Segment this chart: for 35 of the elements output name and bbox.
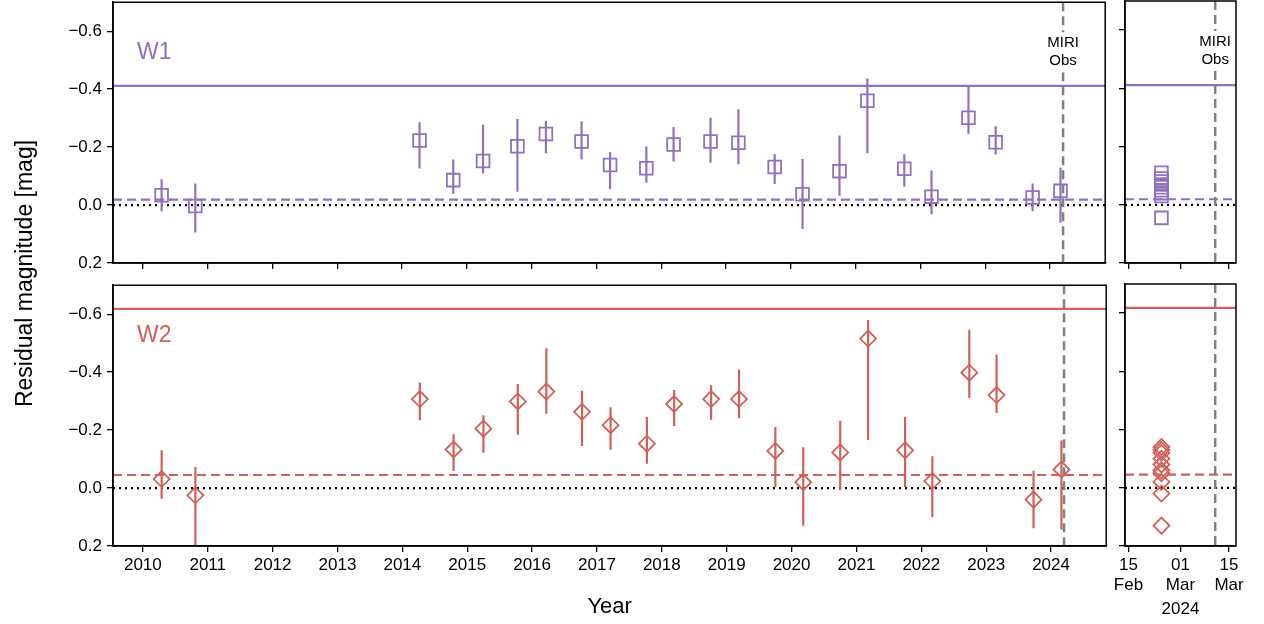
x-tick-label: 01 Mar bbox=[1165, 554, 1196, 595]
x-tick-label: 2015 bbox=[448, 554, 487, 574]
y-tick-label: 0.2 bbox=[78, 535, 102, 555]
y-tick-label: −0.6 bbox=[68, 20, 102, 40]
x-tick-label: 2012 bbox=[253, 554, 292, 574]
ref-line-label: MIRI Obs bbox=[1199, 32, 1232, 68]
y-tick-label: −0.2 bbox=[68, 419, 102, 439]
y-tick-label: −0.4 bbox=[68, 361, 102, 381]
y-axis-title: Residual magnitude [mag] bbox=[10, 139, 38, 407]
x-tick-label: 2013 bbox=[318, 554, 357, 574]
y-tick-label: −0.2 bbox=[68, 136, 102, 156]
y-tick-label: 0.2 bbox=[78, 252, 102, 272]
x-tick-label: 2023 bbox=[967, 554, 1006, 574]
y-tick-label: −0.4 bbox=[68, 78, 102, 98]
x-tick-label: 2020 bbox=[772, 554, 811, 574]
y-tick-label: −0.6 bbox=[68, 303, 102, 323]
text: W2 bbox=[137, 320, 172, 347]
y-tick-label: 0.0 bbox=[78, 194, 102, 214]
x-tick-label: 2010 bbox=[123, 554, 162, 574]
x-tick-label: 2018 bbox=[642, 554, 681, 574]
x-tick-label: 2016 bbox=[513, 554, 551, 574]
x-tick-label: 2024 bbox=[1032, 554, 1070, 574]
x-tick-label: 2011 bbox=[189, 554, 226, 574]
x-tick-label: 2014 bbox=[383, 554, 422, 574]
x-tick-label: 15 Mar bbox=[1214, 554, 1245, 595]
ref-line-label: MIRI Obs bbox=[1047, 33, 1079, 69]
y-tick-label: 0.0 bbox=[78, 477, 102, 497]
x-tick-label: 2022 bbox=[902, 554, 941, 574]
x-tick-label: 2017 bbox=[578, 554, 616, 574]
x-axis-title: 2024 bbox=[1161, 599, 1200, 619]
x-tick-label: 15 Feb bbox=[1113, 554, 1144, 595]
x-axis-title: Year bbox=[587, 592, 632, 618]
text: W1 bbox=[137, 37, 172, 64]
x-tick-label: 2021 bbox=[837, 554, 876, 574]
x-tick-label: 2019 bbox=[707, 554, 746, 574]
